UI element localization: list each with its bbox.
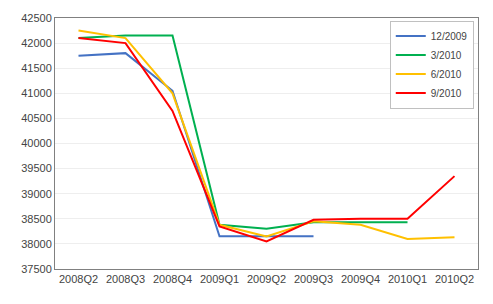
svg-text:39500: 39500 (21, 162, 52, 174)
svg-text:40500: 40500 (21, 112, 52, 124)
svg-text:2008Q4: 2008Q4 (153, 273, 192, 285)
svg-text:42000: 42000 (21, 37, 52, 49)
svg-text:2008Q3: 2008Q3 (106, 273, 145, 285)
svg-text:2009Q4: 2009Q4 (341, 273, 380, 285)
svg-text:39000: 39000 (21, 188, 52, 200)
svg-text:42500: 42500 (21, 12, 52, 24)
svg-text:2010Q2: 2010Q2 (435, 273, 474, 285)
svg-text:2010Q1: 2010Q1 (388, 273, 427, 285)
svg-text:38500: 38500 (21, 213, 52, 225)
svg-text:6/2010: 6/2010 (431, 69, 462, 80)
svg-text:41000: 41000 (21, 87, 52, 99)
svg-text:9/2010: 9/2010 (431, 88, 462, 99)
svg-text:3/2010: 3/2010 (431, 50, 462, 61)
svg-text:2009Q3: 2009Q3 (294, 273, 333, 285)
svg-text:38000: 38000 (21, 238, 52, 250)
svg-text:41500: 41500 (21, 62, 52, 74)
svg-text:37500: 37500 (21, 263, 52, 275)
svg-text:12/2009: 12/2009 (431, 31, 468, 42)
svg-text:40000: 40000 (21, 137, 52, 149)
svg-text:2008Q2: 2008Q2 (59, 273, 98, 285)
svg-text:2009Q1: 2009Q1 (200, 273, 239, 285)
svg-text:2009Q2: 2009Q2 (247, 273, 286, 285)
